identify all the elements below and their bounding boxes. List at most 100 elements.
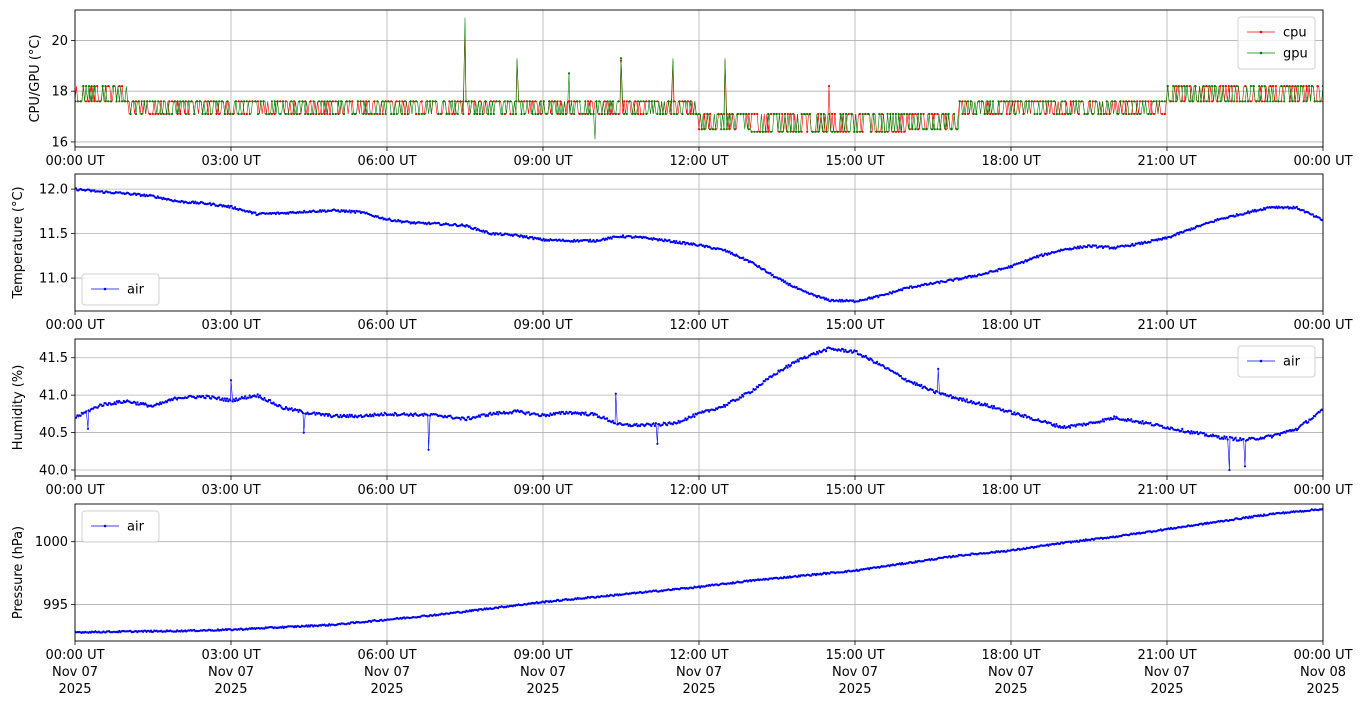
- data-point: [1316, 85, 1319, 88]
- data-point: [1183, 100, 1186, 103]
- data-point: [1024, 414, 1027, 417]
- x-tick-label-line: 09:00 UT: [513, 318, 572, 333]
- data-point: [939, 128, 942, 131]
- data-point: [1238, 100, 1241, 103]
- data-point: [409, 100, 412, 103]
- x-tick-label: 09:00 UT Nov 07 2025: [513, 648, 572, 697]
- data-point: [662, 240, 665, 243]
- data-point: [645, 112, 648, 116]
- data-point: [251, 100, 254, 103]
- data-point: [1294, 100, 1297, 103]
- data-point: [1066, 112, 1069, 116]
- legend-label: air: [127, 283, 145, 298]
- data-point: [1243, 465, 1247, 468]
- data-point: [850, 112, 853, 116]
- data-point: [248, 112, 251, 116]
- y-tick-label: 16: [51, 135, 68, 150]
- data-point: [978, 100, 981, 103]
- data-point: [481, 112, 484, 116]
- data-point: [157, 112, 160, 116]
- data-point: [828, 112, 831, 116]
- data-point: [1211, 433, 1214, 436]
- data-point: [598, 100, 601, 103]
- data-point: [1011, 266, 1014, 269]
- data-point: [382, 414, 385, 417]
- series-markers-air: [75, 187, 1323, 304]
- data-point: [244, 395, 247, 398]
- data-point: [987, 272, 990, 275]
- x-tick-label-line: 06:00 UT: [357, 648, 416, 663]
- data-point: [1211, 100, 1214, 103]
- data-point: [151, 112, 154, 116]
- data-point: [1222, 85, 1225, 88]
- data-point: [498, 100, 501, 103]
- data-point: [221, 397, 224, 400]
- data-point: [284, 112, 287, 116]
- data-point: [656, 442, 659, 445]
- legend-label: gpu: [1283, 47, 1308, 62]
- data-point: [1152, 112, 1155, 116]
- data-point: [263, 396, 266, 400]
- data-point: [548, 414, 551, 417]
- data-point: [689, 112, 692, 116]
- data-point: [997, 112, 1000, 116]
- data-point: [936, 128, 939, 131]
- data-point: [1049, 421, 1052, 424]
- x-tick-label: 09:00 UT: [513, 154, 572, 169]
- data-point: [1215, 434, 1218, 437]
- data-point: [165, 401, 168, 404]
- data-point: [908, 112, 911, 116]
- data-point: [911, 112, 914, 116]
- data-point: [797, 360, 800, 363]
- data-point: [376, 100, 379, 103]
- data-point: [510, 412, 513, 415]
- data-point: [1113, 100, 1117, 103]
- data-point: [256, 393, 259, 396]
- data-point: [861, 112, 864, 116]
- data-point: [938, 282, 941, 285]
- data-point: [1244, 100, 1247, 103]
- data-point: [1155, 100, 1158, 103]
- data-point: [132, 100, 135, 103]
- data-point: [598, 112, 601, 116]
- data-point: [681, 100, 684, 103]
- data-point: [1141, 100, 1144, 103]
- data-point: [1068, 426, 1072, 429]
- data-point: [1219, 100, 1222, 103]
- legend: cpu gpu: [1237, 16, 1316, 70]
- data-point: [525, 235, 528, 238]
- data-point: [290, 407, 293, 410]
- data-point: [326, 414, 330, 417]
- data-point: [222, 399, 225, 402]
- data-point: [753, 112, 756, 116]
- data-point: [901, 289, 904, 292]
- data-point: [561, 410, 565, 414]
- legend-marker: [1259, 30, 1263, 34]
- data-point: [1227, 100, 1230, 103]
- data-point: [620, 236, 624, 239]
- x-tick-label: 12:00 UT: [669, 483, 728, 498]
- legend: air: [81, 510, 160, 543]
- data-point: [1231, 436, 1234, 439]
- data-point: [978, 401, 981, 404]
- data-point: [347, 416, 350, 419]
- x-tick-label-line: 21:00 UT: [1137, 648, 1196, 663]
- data-point: [1009, 410, 1013, 413]
- data-point: [542, 100, 545, 103]
- data-point: [713, 409, 717, 412]
- data-point: [520, 112, 523, 116]
- data-point: [625, 100, 629, 103]
- data-point: [784, 366, 787, 369]
- data-point: [634, 100, 637, 103]
- data-point: [342, 112, 346, 116]
- data-point: [578, 412, 582, 415]
- data-point: [1136, 112, 1139, 116]
- data-point: [202, 395, 205, 398]
- data-point: [273, 100, 276, 103]
- data-point: [1101, 418, 1104, 421]
- data-point: [672, 239, 676, 243]
- data-point: [537, 112, 540, 116]
- data-point: [825, 350, 828, 353]
- data-point: [837, 300, 840, 303]
- data-point: [1025, 100, 1028, 103]
